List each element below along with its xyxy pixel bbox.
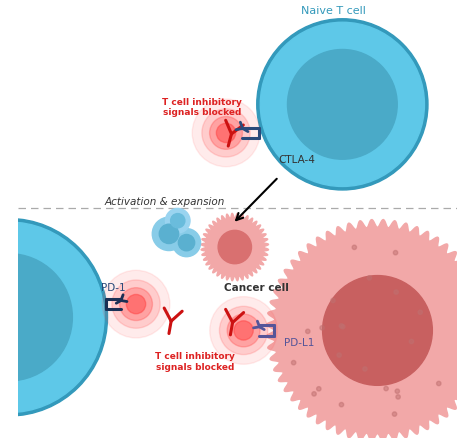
Circle shape — [219, 307, 268, 355]
Circle shape — [257, 20, 428, 191]
Circle shape — [173, 229, 201, 257]
Circle shape — [178, 235, 195, 251]
Text: CTLA-4: CTLA-4 — [279, 155, 316, 165]
Circle shape — [396, 395, 401, 399]
Circle shape — [331, 299, 335, 303]
Circle shape — [210, 297, 277, 364]
Circle shape — [227, 314, 260, 347]
Circle shape — [288, 50, 397, 160]
Circle shape — [127, 295, 146, 314]
Text: Activation & expansion: Activation & expansion — [104, 197, 225, 206]
Circle shape — [306, 329, 310, 334]
Circle shape — [437, 381, 441, 386]
Circle shape — [0, 223, 104, 413]
Circle shape — [352, 246, 356, 250]
Text: PD-L1: PD-L1 — [284, 338, 315, 347]
Circle shape — [202, 110, 250, 158]
Circle shape — [323, 276, 432, 385]
Text: PD-1: PD-1 — [101, 282, 126, 292]
Circle shape — [260, 23, 424, 187]
Circle shape — [395, 389, 400, 393]
Polygon shape — [266, 220, 474, 438]
Circle shape — [171, 214, 185, 228]
Circle shape — [102, 271, 170, 338]
Circle shape — [0, 254, 73, 381]
Circle shape — [218, 231, 252, 264]
Circle shape — [384, 386, 388, 391]
Circle shape — [363, 367, 367, 371]
Circle shape — [394, 290, 398, 295]
Circle shape — [393, 251, 398, 255]
Circle shape — [320, 326, 324, 330]
Circle shape — [292, 360, 296, 365]
Circle shape — [339, 324, 344, 328]
Circle shape — [409, 339, 414, 344]
Circle shape — [152, 218, 186, 251]
Circle shape — [317, 387, 321, 391]
Text: Cancer cell: Cancer cell — [224, 283, 289, 293]
Circle shape — [0, 219, 108, 416]
Circle shape — [159, 225, 179, 244]
Circle shape — [234, 321, 253, 340]
Text: T cell inhibitory
signals blocked: T cell inhibitory signals blocked — [162, 98, 242, 117]
Circle shape — [216, 124, 236, 143]
Circle shape — [367, 276, 372, 280]
Circle shape — [119, 288, 153, 321]
Circle shape — [337, 353, 341, 357]
Circle shape — [165, 209, 190, 233]
Text: T cell inhibitory
signals blocked: T cell inhibitory signals blocked — [155, 352, 235, 371]
Circle shape — [312, 392, 316, 396]
Circle shape — [392, 412, 397, 416]
Circle shape — [112, 280, 160, 328]
Polygon shape — [201, 214, 268, 281]
Circle shape — [418, 311, 422, 315]
Circle shape — [192, 100, 260, 167]
Text: Naive T cell: Naive T cell — [301, 6, 366, 16]
Circle shape — [340, 325, 345, 329]
Circle shape — [339, 403, 344, 407]
Circle shape — [210, 117, 242, 150]
